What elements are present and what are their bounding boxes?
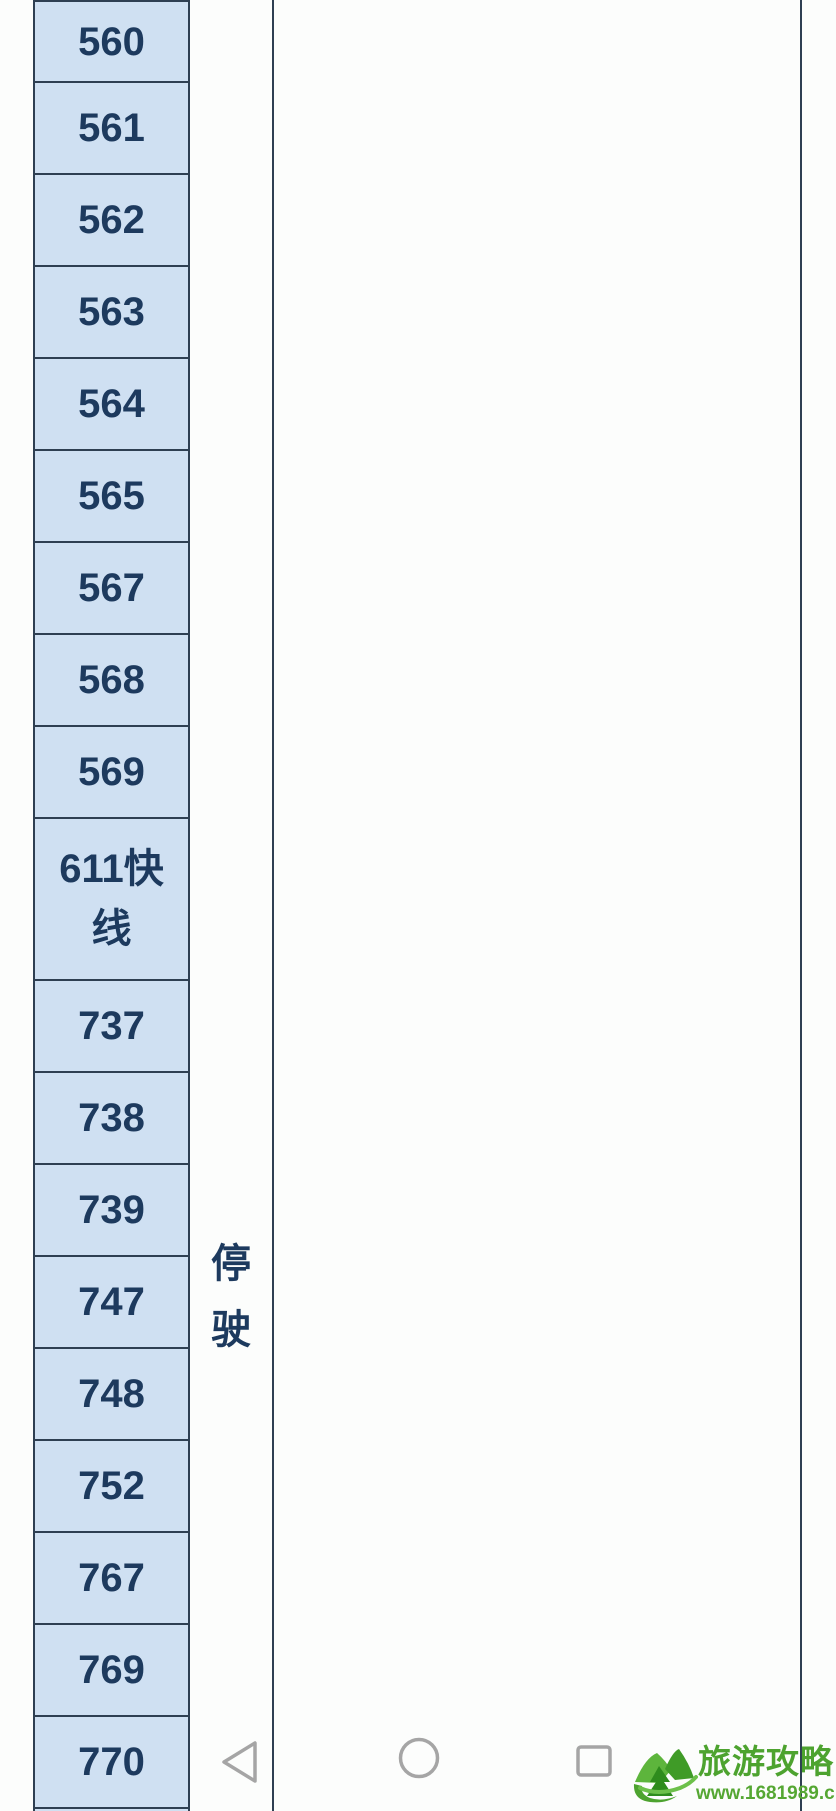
table-border-left — [33, 0, 35, 1811]
home-button[interactable] — [397, 1736, 441, 1780]
route-cell: 770 — [35, 1717, 188, 1809]
home-circle-icon — [397, 1736, 441, 1780]
route-cell: 739 — [35, 1165, 188, 1257]
route-label: 752 — [78, 1464, 145, 1508]
route-label: 737 — [78, 1004, 145, 1048]
recents-button[interactable] — [575, 1744, 615, 1782]
route-label: 561 — [78, 106, 145, 150]
recents-square-icon — [575, 1744, 615, 1782]
route-label: 769 — [78, 1648, 145, 1692]
route-cell: 747 — [35, 1257, 188, 1349]
route-label: 770 — [78, 1740, 145, 1784]
route-label: 568 — [78, 658, 145, 702]
route-label: 560 — [78, 19, 145, 64]
route-cell: 569 — [35, 727, 188, 819]
back-triangle-icon — [220, 1739, 260, 1785]
route-label: 562 — [78, 198, 145, 242]
route-cell: 752 — [35, 1441, 188, 1533]
route-cell: 564 — [35, 359, 188, 451]
route-cell: 560 — [35, 2, 188, 83]
route-label: 564 — [78, 382, 145, 426]
status-column-right-border — [272, 0, 274, 1811]
route-label: 563 — [78, 290, 145, 334]
route-label: 767 — [78, 1556, 145, 1600]
watermark-url: www.1681989.cn — [696, 1783, 836, 1804]
route-label: 611快线 — [59, 847, 164, 951]
route-column: 560 561 562 563 564 565 567 568 569 611快线 737 738 73… — [35, 0, 188, 1811]
route-label: 569 — [78, 750, 145, 794]
route-cell: 748 — [35, 1349, 188, 1441]
route-cell: 568 — [35, 635, 188, 727]
status-cell: 停驶 — [211, 1242, 251, 1352]
route-cell: 769 — [35, 1625, 188, 1717]
route-label: 565 — [78, 474, 145, 518]
route-label: 738 — [78, 1096, 145, 1140]
route-label: 567 — [78, 566, 145, 610]
route-label: 747 — [78, 1280, 145, 1324]
back-button[interactable] — [220, 1739, 260, 1785]
route-cell: 567 — [35, 543, 188, 635]
route-label: 748 — [78, 1372, 145, 1416]
route-cell: 737 — [35, 981, 188, 1073]
route-cell: 561 — [35, 83, 188, 175]
route-cell: 767 — [35, 1533, 188, 1625]
watermark-title: 旅游攻略 — [698, 1745, 834, 1781]
route-cell: 563 — [35, 267, 188, 359]
route-cell: 562 — [35, 175, 188, 267]
route-cell: 611快线 — [35, 819, 188, 981]
route-label: 739 — [78, 1188, 145, 1232]
table-border-right — [800, 0, 802, 1811]
route-cell: 565 — [35, 451, 188, 543]
travel-mountain-logo-icon — [632, 1744, 698, 1811]
route-cell-partial — [35, 1809, 188, 1811]
route-column-right-border — [188, 0, 190, 1811]
route-cell: 738 — [35, 1073, 188, 1165]
